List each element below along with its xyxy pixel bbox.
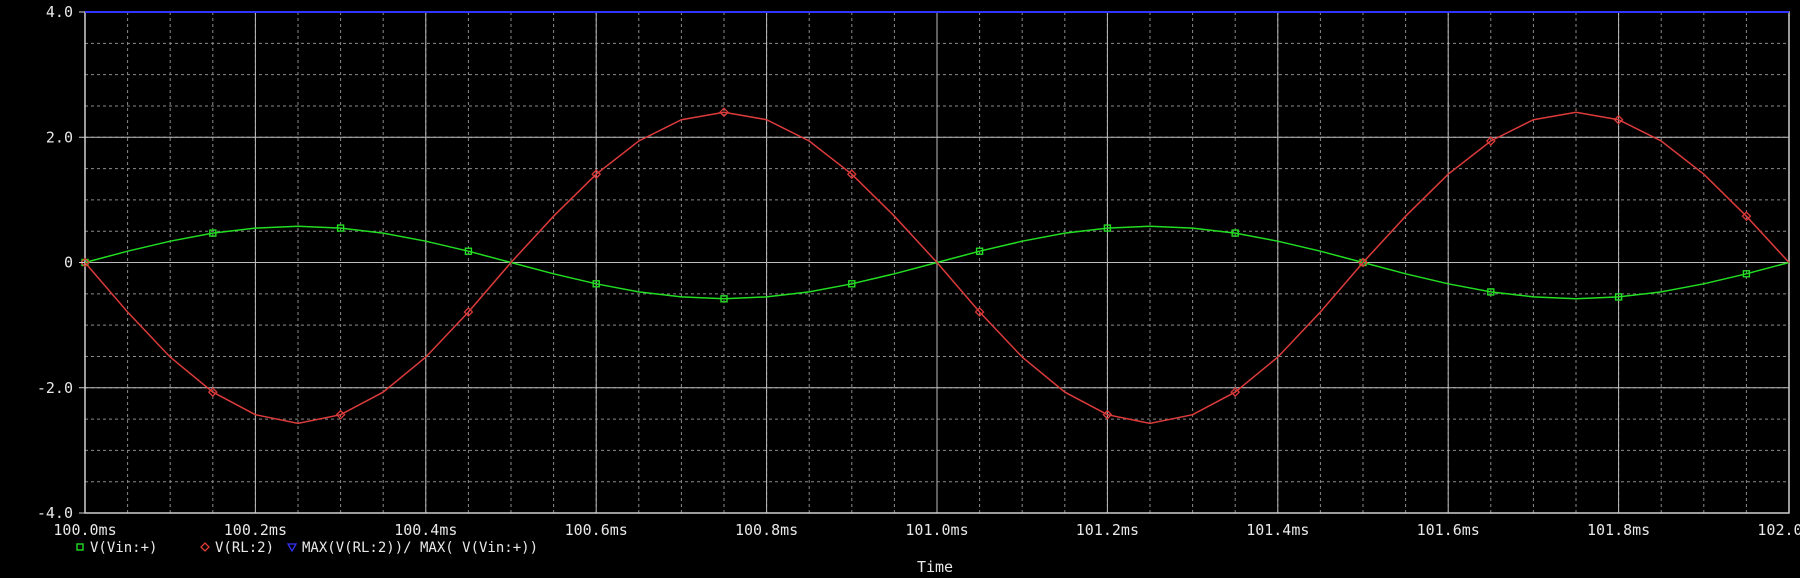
x-tick-label: 100.2ms [224, 521, 287, 539]
series-line [84, 111, 1790, 425]
legend-entry-label: V(RL:2) [215, 540, 274, 556]
series-diamond [80, 107, 1790, 425]
data-point-marker [974, 307, 985, 317]
legend-entry-label: MAX(V(RL:2))/ MAX( V(Vin:+)) [302, 540, 538, 556]
x-tick-label: 100.0ms [53, 521, 116, 539]
data-point-marker [1485, 136, 1496, 146]
data-point-marker [591, 169, 602, 180]
x-axis-ticks: 100.0ms 100.2ms 100.4ms 100.6ms 100.8ms 101.0… [53, 521, 1800, 539]
data-point-marker [1359, 258, 1367, 267]
legend-entry-label: V(Vin:+) [90, 540, 157, 556]
x-axis-title: Time [917, 558, 953, 576]
data-point-marker [975, 247, 984, 255]
x-tick-label: 101.0ms [905, 521, 968, 539]
data-point-marker [848, 280, 856, 288]
data-point-marker [1741, 211, 1752, 222]
x-tick-label: 101.2ms [1076, 521, 1139, 539]
data-point-marker [1231, 229, 1239, 237]
data-point-marker [80, 257, 90, 268]
data-point-marker [592, 280, 600, 288]
y-tick-label: 2.0 [46, 128, 73, 146]
x-tick-label: 101.6ms [1417, 521, 1480, 539]
series-group [80, 11, 1790, 425]
data-point-marker [1613, 114, 1624, 125]
x-tick-label: 102.0ms [1757, 521, 1800, 539]
data-point-marker [336, 224, 345, 232]
data-point-marker [846, 169, 857, 180]
y-axis-ticks: 4.0 2.0 0 -2.0 -4.0 [37, 3, 85, 522]
y-tick-label: 4.0 [46, 3, 73, 21]
data-point-marker [720, 295, 728, 303]
data-point-marker [286, 543, 298, 553]
data-point-marker [1102, 409, 1113, 420]
legend: V(Vin:+) V(RL:2) MAX(V(RL:2))/ MAX( V(Vin:… [76, 540, 538, 556]
x-tick-label: 100.6ms [565, 521, 628, 539]
data-point-marker [200, 542, 210, 552]
data-point-marker [335, 409, 346, 420]
data-point-marker [464, 247, 473, 255]
data-point-marker [1103, 224, 1112, 232]
data-point-marker [1358, 257, 1368, 268]
data-point-marker [1230, 387, 1241, 398]
x-tick-label: 101.4ms [1246, 521, 1309, 539]
y-tick-label: -4.0 [37, 504, 73, 522]
data-point-marker [1487, 288, 1495, 296]
data-point-marker [1742, 270, 1751, 278]
x-tick-label: 100.4ms [394, 521, 457, 539]
y-tick-label: -2.0 [37, 379, 73, 397]
data-point-marker [463, 307, 474, 317]
data-point-marker [1614, 293, 1623, 301]
data-point-marker [719, 107, 729, 118]
data-point-marker [209, 229, 217, 237]
y-tick-label: 0 [64, 254, 73, 272]
x-tick-label: 101.8ms [1587, 521, 1650, 539]
x-tick-label: 100.8ms [735, 521, 798, 539]
data-point-marker [76, 543, 84, 551]
data-point-marker [207, 387, 218, 398]
